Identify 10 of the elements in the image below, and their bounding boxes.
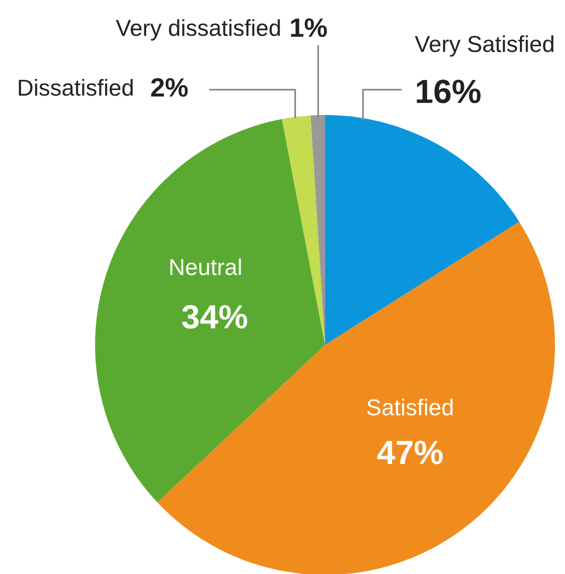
slice-label: Very Satisfied <box>414 35 554 57</box>
slice-label: Dissatisfied <box>18 79 133 96</box>
data-label: 1% <box>291 18 327 37</box>
slice-label: Satisfied <box>367 398 453 416</box>
data-label: 16% <box>416 80 481 104</box>
data-label: 34% <box>182 305 248 329</box>
slice-label: Very dissatisfied <box>116 19 280 41</box>
data-label: 2% <box>151 78 188 97</box>
data-label: 47% <box>377 440 443 464</box>
slice-label: Neutral <box>170 258 241 276</box>
